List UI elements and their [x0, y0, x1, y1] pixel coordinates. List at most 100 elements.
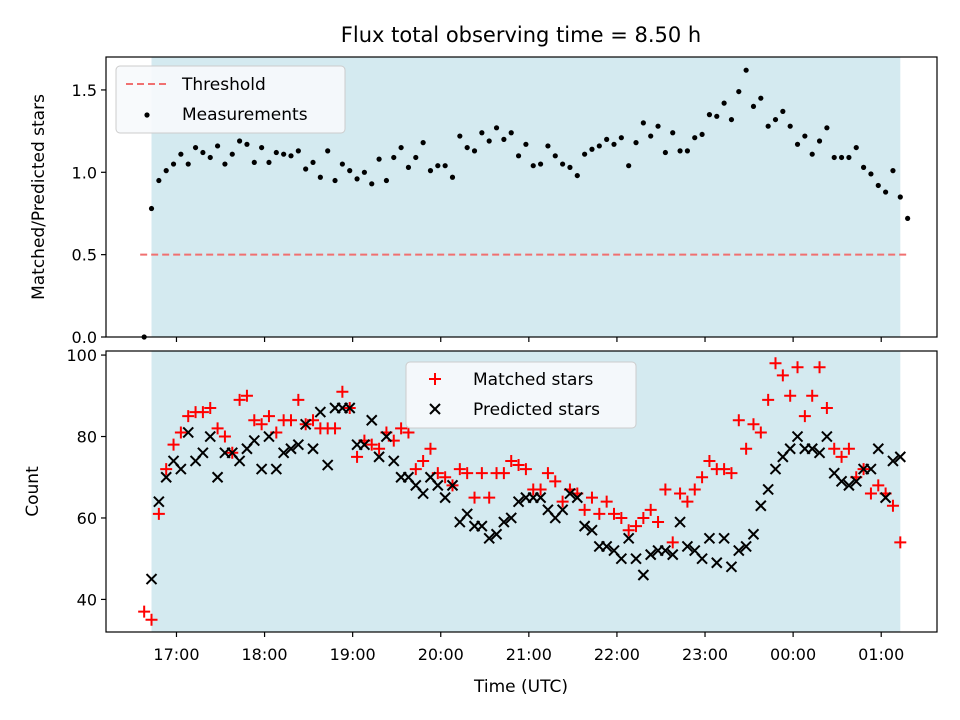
- measurement-point: [640, 120, 646, 126]
- count-panel: 40 60 80 100 17:00 18:00 19:00 20:00 21:00 22:00…: [23, 346, 938, 697]
- matched-stars-point: [475, 467, 488, 480]
- measurement-point: [809, 151, 815, 157]
- measurement-point: [545, 143, 551, 149]
- measurement-point: [303, 166, 309, 172]
- matched-stars-point: [630, 520, 643, 533]
- measurement-point: [787, 123, 793, 129]
- predicted-stars-point: [571, 491, 583, 504]
- x-tick-label: 19:00: [330, 645, 376, 664]
- predicted-stars-point: [703, 532, 716, 545]
- x-tick-label: 22:00: [594, 645, 640, 664]
- measurement-point: [266, 159, 272, 166]
- predicted-stars-point: [879, 491, 892, 504]
- matched-stars-point: [248, 414, 261, 427]
- measurement-point: [398, 144, 404, 151]
- measurement-point: [684, 148, 691, 154]
- matched-stars-point: [541, 467, 554, 480]
- count-y-ticks: 40 60 80 100: [66, 346, 106, 609]
- measurement-point: [552, 153, 558, 159]
- count-legend: Matched stars Predicted stars: [405, 361, 637, 429]
- measurement-point: [662, 149, 668, 156]
- x-tick-label: 18:00: [242, 645, 288, 664]
- measurement-point: [405, 164, 412, 170]
- legend-matched-label: Matched stars: [473, 370, 593, 390]
- predicted-stars-point: [725, 561, 738, 573]
- predicted-stars-point: [835, 475, 848, 488]
- predicted-stars-point: [307, 443, 319, 455]
- measurement-point: [295, 148, 301, 154]
- measurement-point: [883, 189, 889, 195]
- predicted-stars-point: [263, 430, 275, 443]
- legend-threshold-label: Threshold: [181, 75, 266, 95]
- matched-stars-point: [732, 414, 745, 427]
- matched-stars-point: [336, 385, 349, 398]
- measurement-point: [626, 163, 632, 169]
- measurement-point: [604, 136, 610, 142]
- measurement-point: [449, 174, 456, 180]
- count-panel-frame: [105, 350, 938, 633]
- measurement-point: [207, 154, 213, 161]
- measurement-point: [192, 144, 199, 151]
- x-tick-label: 21:00: [506, 645, 552, 664]
- measurement-point: [802, 133, 808, 139]
- matched-stars-point: [373, 442, 386, 455]
- measurement-point: [251, 159, 257, 166]
- predicted-stars-point: [667, 548, 679, 561]
- matched-stars-point: [600, 495, 613, 508]
- measurement-point: [361, 169, 368, 175]
- measurement-point: [325, 148, 331, 154]
- matched-stars-point: [872, 479, 885, 492]
- matched-stars-point: [505, 454, 518, 467]
- measurement-point: [750, 103, 757, 110]
- predicted-stars-point: [865, 463, 877, 475]
- predicted-stars-point: [615, 552, 628, 565]
- predicted-stars-point: [718, 532, 730, 545]
- predicted-stars-point: [512, 495, 525, 508]
- predicted-stars-point: [740, 540, 752, 553]
- matched-stars-point: [519, 463, 532, 476]
- measurement-point: [560, 161, 566, 167]
- predicted-stars-point: [432, 479, 444, 492]
- predicted-stars-point: [373, 451, 385, 463]
- measurement-point: [493, 125, 500, 131]
- measurement-point: [853, 144, 859, 151]
- measurement-point: [273, 149, 279, 156]
- predicted-stars-point: [285, 443, 297, 455]
- measurement-point: [515, 153, 522, 159]
- ratio-y-axis-label: Matched/Predicted stars: [29, 94, 49, 300]
- matched-stars-point: [417, 454, 430, 467]
- matched-stars-point: [703, 454, 716, 467]
- measurement-point: [758, 95, 764, 101]
- matched-stars-point: [607, 507, 620, 520]
- predicted-stars-point: [461, 508, 473, 520]
- predicted-stars-point: [681, 540, 694, 553]
- x-axis-label: Time (UTC): [473, 677, 568, 697]
- predicted-stars-point: [813, 447, 826, 459]
- predicted-stars-point: [277, 447, 290, 459]
- predicted-stars-point: [769, 463, 782, 475]
- measurement-point: [332, 177, 338, 184]
- predicted-stars-point: [791, 430, 804, 443]
- predicted-stars-point: [644, 548, 657, 561]
- measurement-point: [435, 163, 441, 169]
- measurement-point: [229, 151, 235, 157]
- measurement-point: [427, 168, 434, 174]
- predicted-stars-point: [872, 443, 884, 455]
- measurement-point: [633, 140, 639, 146]
- predicted-stars-point: [600, 540, 613, 553]
- predicted-stars-point: [211, 471, 224, 483]
- measurement-point: [772, 116, 779, 123]
- measurement-point: [736, 88, 742, 95]
- predicted-stars-point: [299, 418, 312, 431]
- measurement-point: [163, 168, 169, 174]
- predicted-stars-point: [894, 451, 907, 463]
- count-y-axis-label: Count: [23, 466, 43, 517]
- y-tick-label: 0.5: [72, 246, 97, 265]
- matched-stars-point: [453, 463, 466, 476]
- predicted-stars-point: [534, 491, 547, 504]
- measurement-point: [281, 151, 287, 157]
- measurement-point: [464, 144, 470, 151]
- y-tick-label: 40: [77, 590, 97, 609]
- chart-title: Flux total observing time = 8.50 h: [341, 23, 701, 47]
